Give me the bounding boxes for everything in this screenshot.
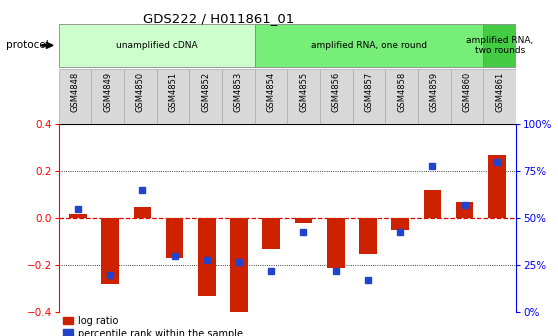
Text: unamplified cDNA: unamplified cDNA bbox=[116, 41, 198, 50]
Text: protocol: protocol bbox=[6, 40, 49, 50]
Bar bbox=[320, 69, 353, 124]
Bar bbox=[189, 69, 222, 124]
Text: GDS222 / H011861_01: GDS222 / H011861_01 bbox=[143, 12, 295, 25]
Bar bbox=[424, 190, 441, 218]
Bar bbox=[287, 69, 320, 124]
Bar bbox=[359, 218, 377, 254]
Text: GSM4849: GSM4849 bbox=[103, 72, 112, 112]
Bar bbox=[59, 69, 92, 124]
Bar bbox=[483, 24, 516, 67]
Bar bbox=[353, 69, 386, 124]
Bar bbox=[295, 218, 312, 223]
Bar bbox=[451, 69, 483, 124]
Bar bbox=[222, 69, 254, 124]
Bar bbox=[230, 218, 248, 312]
Text: GSM4853: GSM4853 bbox=[234, 72, 243, 112]
Bar bbox=[69, 214, 87, 218]
Bar bbox=[92, 69, 124, 124]
Text: GSM4855: GSM4855 bbox=[299, 72, 308, 112]
Text: GSM4852: GSM4852 bbox=[201, 72, 210, 112]
Text: GSM4851: GSM4851 bbox=[169, 72, 177, 112]
Bar bbox=[198, 218, 216, 296]
Text: GSM4859: GSM4859 bbox=[430, 72, 439, 112]
Bar bbox=[456, 202, 473, 218]
Text: GSM4860: GSM4860 bbox=[463, 72, 472, 112]
Text: GSM4857: GSM4857 bbox=[364, 72, 373, 112]
Bar bbox=[102, 218, 119, 284]
Bar bbox=[483, 69, 516, 124]
Bar bbox=[254, 24, 483, 67]
Bar bbox=[418, 69, 451, 124]
Bar bbox=[133, 207, 151, 218]
Bar bbox=[488, 155, 506, 218]
Text: amplified RNA, one round: amplified RNA, one round bbox=[311, 41, 427, 50]
Text: GSM4856: GSM4856 bbox=[332, 72, 341, 112]
Bar bbox=[59, 24, 254, 67]
Legend: log ratio, percentile rank within the sample: log ratio, percentile rank within the sa… bbox=[64, 316, 243, 336]
Text: amplified RNA,
two rounds: amplified RNA, two rounds bbox=[466, 36, 533, 55]
Bar bbox=[254, 69, 287, 124]
Text: GSM4850: GSM4850 bbox=[136, 72, 145, 112]
Bar bbox=[124, 69, 157, 124]
Bar bbox=[157, 69, 189, 124]
Text: GSM4861: GSM4861 bbox=[496, 72, 504, 112]
Bar bbox=[386, 69, 418, 124]
Bar bbox=[327, 218, 345, 268]
Text: GSM4858: GSM4858 bbox=[397, 72, 406, 112]
Bar bbox=[391, 218, 409, 230]
Text: GSM4848: GSM4848 bbox=[70, 72, 79, 112]
Bar bbox=[166, 218, 184, 258]
Text: GSM4854: GSM4854 bbox=[267, 72, 276, 112]
Bar bbox=[262, 218, 280, 249]
